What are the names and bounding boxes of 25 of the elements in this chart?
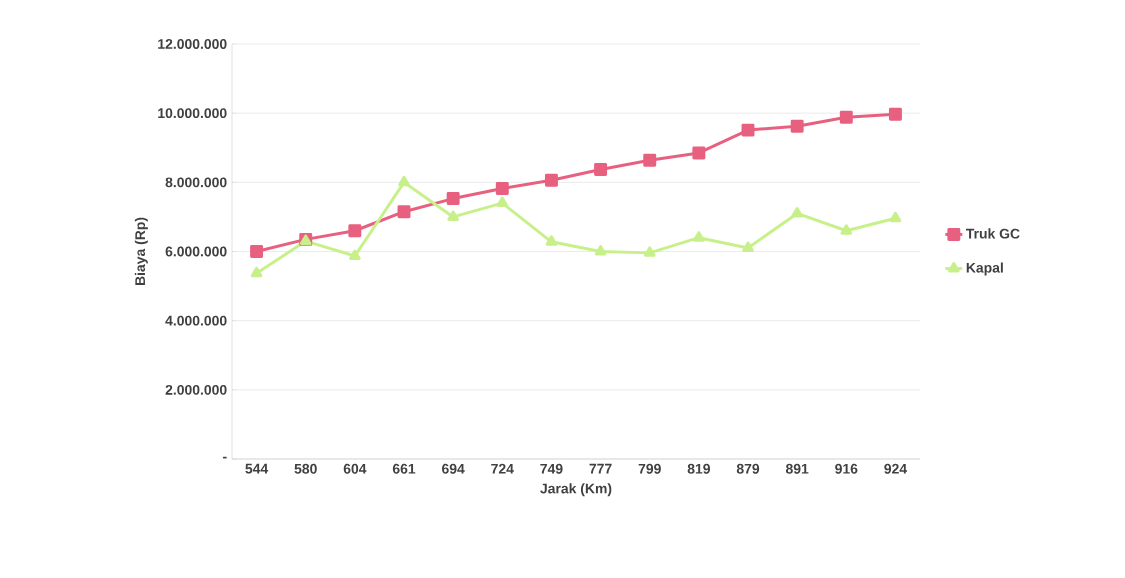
y-tick-label: 10.000.000 <box>158 108 227 119</box>
x-tick-label: 819 <box>687 463 710 474</box>
y-tick-label: 2.000.000 <box>165 384 227 395</box>
x-tick-label: 580 <box>294 463 317 474</box>
x-tick-label: 661 <box>392 463 416 474</box>
x-tick-label: 924 <box>884 463 907 474</box>
y-axis-title: Biaya (Rp) <box>134 217 148 286</box>
y-tick-label: 4.000.000 <box>165 315 227 326</box>
legend-label: Truk GC <box>965 228 1020 239</box>
x-tick-label: 544 <box>245 463 269 474</box>
x-tick-label: 799 <box>638 463 661 474</box>
x-tick-label: 724 <box>491 463 514 474</box>
x-tick-label: 891 <box>785 463 809 474</box>
x-tick-label: 694 <box>442 463 465 474</box>
x-tick-label: 879 <box>736 463 760 474</box>
legend-label: Kapal <box>966 262 1003 276</box>
y-tick-label: - <box>223 456 227 459</box>
x-tick-label: 777 <box>589 463 612 474</box>
x-tick-label: 604 <box>343 463 367 474</box>
x-axis-title: Jarak (Km) <box>540 483 612 497</box>
x-tick-label: 749 <box>540 463 563 474</box>
y-tick-label: 12.000.000 <box>158 39 227 49</box>
y-tick-label: 8.000.000 <box>165 177 227 188</box>
x-tick-label: 916 <box>835 463 858 474</box>
y-tick-label: 6.000.000 <box>165 246 227 257</box>
